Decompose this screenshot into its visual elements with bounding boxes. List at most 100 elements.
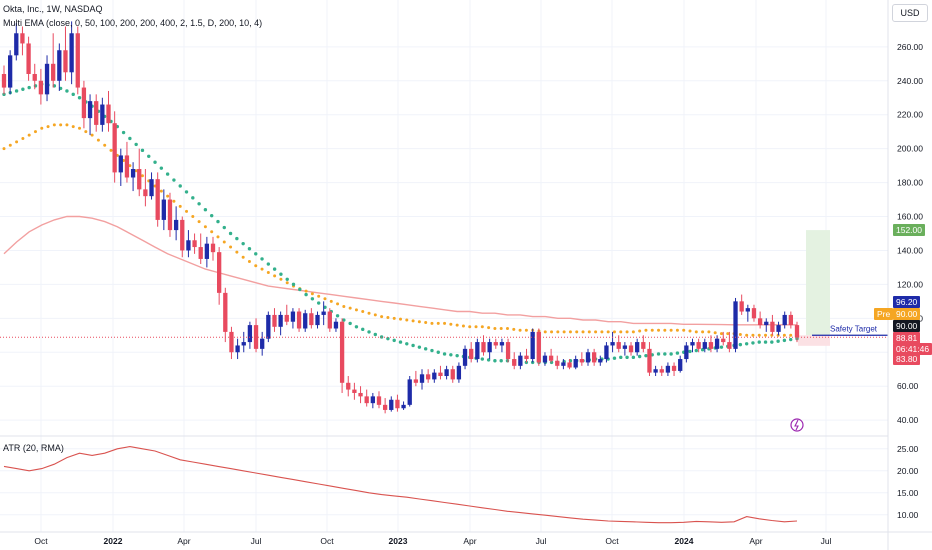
ema-point [291,282,296,287]
candle [106,90,111,132]
candle [585,348,591,366]
ema-point [789,337,793,342]
ema-point [581,330,585,334]
candle [143,169,148,207]
ema-point [656,352,661,356]
ema-point [644,353,648,358]
candle [401,401,406,410]
atr-title[interactable]: ATR (20, RMA) [3,443,64,453]
ema-point [279,277,283,281]
candle [94,94,99,132]
ema-point [675,328,679,332]
ema-point [669,352,673,356]
ema-point [178,184,182,188]
candle [290,308,296,329]
candle [727,331,732,353]
ema-point [260,267,264,271]
candle [487,338,492,360]
ema-point [216,219,220,224]
ema-point [235,236,239,241]
candle [788,311,794,329]
ema-point [14,89,19,93]
time-tick-label: 2022 [104,536,123,546]
alert-icon[interactable] [790,418,804,432]
ema-point [260,257,264,261]
candle [419,369,425,390]
ema-point [310,292,314,296]
ema-point [417,320,421,324]
candle [186,230,191,258]
ema-point [185,209,189,213]
ema-point [436,350,440,354]
candle [684,342,689,363]
candle [745,304,750,322]
ema-point [688,349,692,354]
candle [536,328,541,366]
candle [278,311,283,336]
ema-point [134,169,138,173]
ema-point [166,194,170,198]
ema-point [392,316,396,320]
ema-point [738,332,742,336]
currency-button[interactable]: USD [892,4,928,22]
candle [1,65,7,95]
ema-point [153,160,157,164]
ema-point [474,325,478,329]
candle [776,321,781,336]
ema-point [140,174,144,178]
ema-point [342,304,346,308]
ema-point [631,330,635,334]
indicator-legend[interactable]: Multi EMA (close, 0, 50, 100, 200, 200, … [3,18,263,28]
ema-point [480,357,485,361]
ema-point [121,130,126,135]
candle [641,335,646,353]
candle [524,348,529,363]
candle [180,216,185,258]
candle [315,311,320,329]
candle [253,318,259,353]
candle [462,345,468,370]
ema-point [405,318,409,322]
ema-point [59,123,63,127]
candle [198,233,203,265]
target-price-label: 152.00 [893,224,925,236]
grid [0,0,888,532]
candle [210,236,216,261]
ema-point [675,351,680,355]
countdown-label: 06:41:46 [893,343,932,355]
candle [370,392,375,409]
time-tick-label: Oct [605,536,619,546]
ema-point [285,277,289,281]
ema-point [27,85,31,90]
ema-point [612,330,616,334]
ema-mid-line [2,123,799,337]
candle [75,26,80,95]
ema-point [411,319,415,323]
candle [567,359,572,370]
time-tick-label: Oct [34,536,48,546]
candle [26,36,31,81]
ema-point [266,262,271,266]
candle [217,247,222,305]
ema-point [159,189,163,193]
candle [247,321,253,349]
ema-point [606,330,610,334]
candle [610,331,615,353]
ema-point [650,328,654,332]
candle [173,206,179,241]
ema-point [719,345,724,349]
ema-point [46,125,50,129]
ema-point [103,143,107,147]
candle [137,148,142,197]
ema-fast-line [2,82,799,365]
ema-point [764,333,768,337]
candle [456,362,462,383]
ema-point [455,323,459,327]
ema-point [172,199,176,203]
ema-point [191,196,195,200]
ema-point [165,172,170,176]
ema-point [147,154,151,158]
ema-point [96,138,100,142]
ema-point [329,299,333,303]
